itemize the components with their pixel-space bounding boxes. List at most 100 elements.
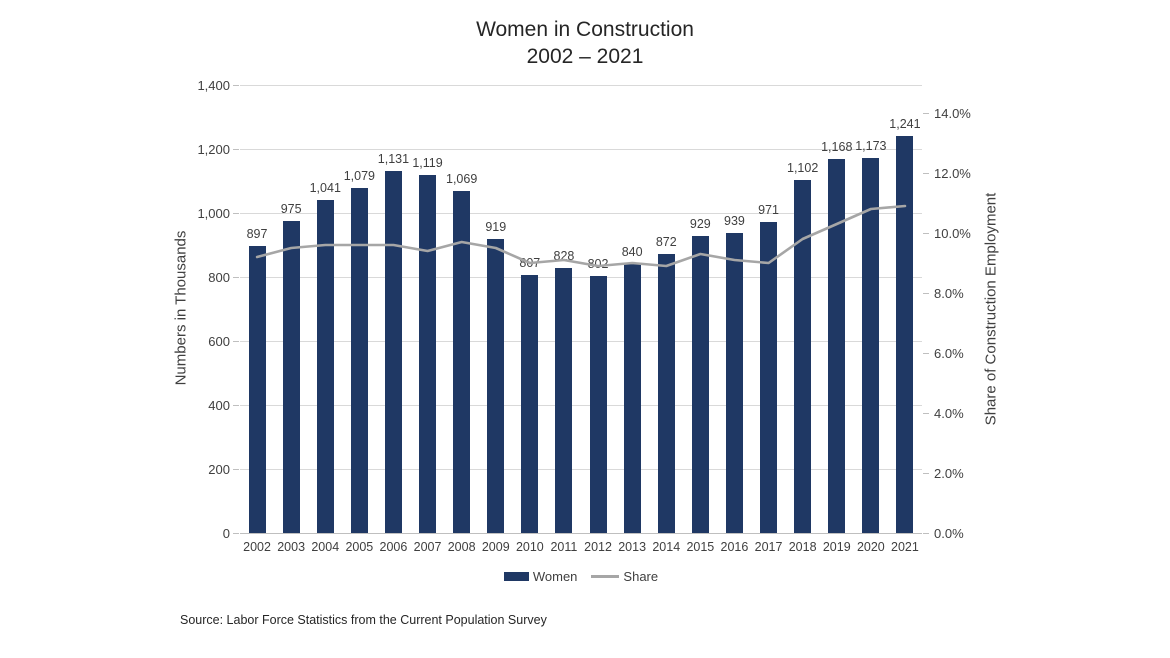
chart-title-line2: 2002 – 2021 <box>526 45 644 68</box>
legend-item-women: Women <box>503 569 578 584</box>
gridline <box>240 213 922 214</box>
chart-title-line1: Women in Construction <box>476 18 694 41</box>
bar-2005 <box>350 187 368 533</box>
bar-2017 <box>760 222 778 533</box>
left-axis-tick-label: 600 <box>208 334 230 349</box>
share-line-swatch-icon <box>591 575 620 578</box>
x-axis-label-2006: 2006 <box>379 540 408 554</box>
legend-label-women: Women <box>532 569 578 584</box>
right-axis-tick-label: 2.0% <box>934 466 964 481</box>
x-axis-label-2014: 2014 <box>652 540 681 554</box>
x-axis-label-2018: 2018 <box>788 540 817 554</box>
left-axis-tick <box>233 469 239 470</box>
right-axis-tick <box>923 293 929 294</box>
legend: Women Share <box>240 569 922 584</box>
bar-value-label: 1,069 <box>446 171 478 186</box>
left-axis-tick <box>233 85 239 86</box>
bar-2013 <box>623 264 641 533</box>
bar-2012 <box>589 276 607 533</box>
bar-value-label: 1,041 <box>309 180 341 195</box>
left-axis-title: Numbers in Thousands <box>172 230 190 386</box>
left-axis-tick <box>233 213 239 214</box>
x-axis-label-2013: 2013 <box>618 540 647 554</box>
bar-value-label: 872 <box>655 234 677 249</box>
left-axis-tick-label: 1,400 <box>197 78 230 93</box>
left-axis-tick-label: 1,200 <box>197 142 230 157</box>
share-line-chart <box>255 204 907 268</box>
left-axis-tick <box>233 149 239 150</box>
right-axis-tick-label: 8.0% <box>934 286 964 301</box>
right-axis-tick <box>923 233 929 234</box>
bar-2002 <box>248 245 266 533</box>
right-axis-tick-label: 6.0% <box>934 346 964 361</box>
share-line <box>255 204 907 268</box>
right-axis-tick <box>923 173 929 174</box>
right-axis-tick-label: 0.0% <box>934 526 964 541</box>
right-axis-tick-label: 14.0% <box>934 106 971 121</box>
right-axis-tick <box>923 473 929 474</box>
x-axis-label-2004: 2004 <box>311 540 340 554</box>
bar-2008 <box>453 190 471 533</box>
gridline <box>240 277 922 278</box>
x-axis-label-2019: 2019 <box>822 540 851 554</box>
left-axis-tick-label: 800 <box>208 270 230 285</box>
bar-2006 <box>384 171 402 533</box>
x-axis-line <box>240 533 922 534</box>
bar-2020 <box>862 157 880 533</box>
x-axis-label-2008: 2008 <box>447 540 476 554</box>
legend-label-share: Share <box>623 569 659 584</box>
bar-value-label: 1,173 <box>855 138 887 153</box>
bar-2016 <box>725 232 743 533</box>
bar-value-label: 919 <box>485 219 507 234</box>
x-axis-label-2011: 2011 <box>550 540 578 554</box>
bar-value-label: 1,241 <box>889 116 921 131</box>
bar-value-label: 1,131 <box>377 152 410 167</box>
bar-value-label: 802 <box>587 257 609 272</box>
bar-value-label: 971 <box>758 203 779 218</box>
x-axis-label-2020: 2020 <box>856 540 885 554</box>
bar-value-label: 897 <box>246 226 268 241</box>
bar-2010 <box>521 274 539 533</box>
x-axis-label-2016: 2016 <box>720 540 749 554</box>
bar-2009 <box>487 238 505 533</box>
chart-title: Women in Construction 2002 – 2021 <box>0 16 1170 70</box>
bar-2019 <box>828 159 846 533</box>
left-axis-tick-label: 1,000 <box>197 206 230 221</box>
bar-2007 <box>419 174 437 533</box>
left-axis-tick <box>233 533 239 534</box>
bar-2011 <box>555 268 573 533</box>
left-axis-tick <box>233 341 239 342</box>
x-axis-label-2002: 2002 <box>243 540 271 554</box>
gridline <box>240 469 922 470</box>
bar-value-label: 1,119 <box>412 155 443 170</box>
gridline <box>240 149 922 150</box>
left-axis-tick <box>233 277 239 278</box>
bar-value-label: 1,102 <box>787 161 819 176</box>
source-note: Source: Labor Force Statistics from the … <box>180 613 547 627</box>
bar-value-label: 840 <box>621 245 643 260</box>
right-axis-tick <box>923 413 929 414</box>
right-axis-tick-label: 10.0% <box>934 226 971 241</box>
women-bar-swatch-icon <box>503 572 529 581</box>
right-axis-tick <box>923 533 929 534</box>
x-axis-label-2015: 2015 <box>686 540 715 554</box>
left-axis-tick-label: 0 <box>222 526 230 541</box>
x-axis-label-2007: 2007 <box>413 540 442 554</box>
x-axis-label-2021: 2021 <box>891 540 919 554</box>
bar-value-label: 1,079 <box>343 168 375 183</box>
legend-item-share: Share <box>591 569 658 584</box>
left-axis-tick-label: 200 <box>208 462 230 477</box>
bar-value-label: 975 <box>280 202 302 216</box>
bar-value-label: 939 <box>724 213 745 228</box>
right-axis-tick-label: 12.0% <box>934 166 971 181</box>
gridline <box>240 341 922 342</box>
bar-2018 <box>794 180 812 533</box>
bar-2021 <box>896 135 914 533</box>
bar-2003 <box>282 221 300 533</box>
x-axis-label-2009: 2009 <box>481 540 510 554</box>
bar-value-label: 929 <box>689 216 711 231</box>
x-axis-label-2012: 2012 <box>584 540 612 554</box>
bar-2015 <box>691 235 709 533</box>
left-axis-tick <box>233 405 239 406</box>
